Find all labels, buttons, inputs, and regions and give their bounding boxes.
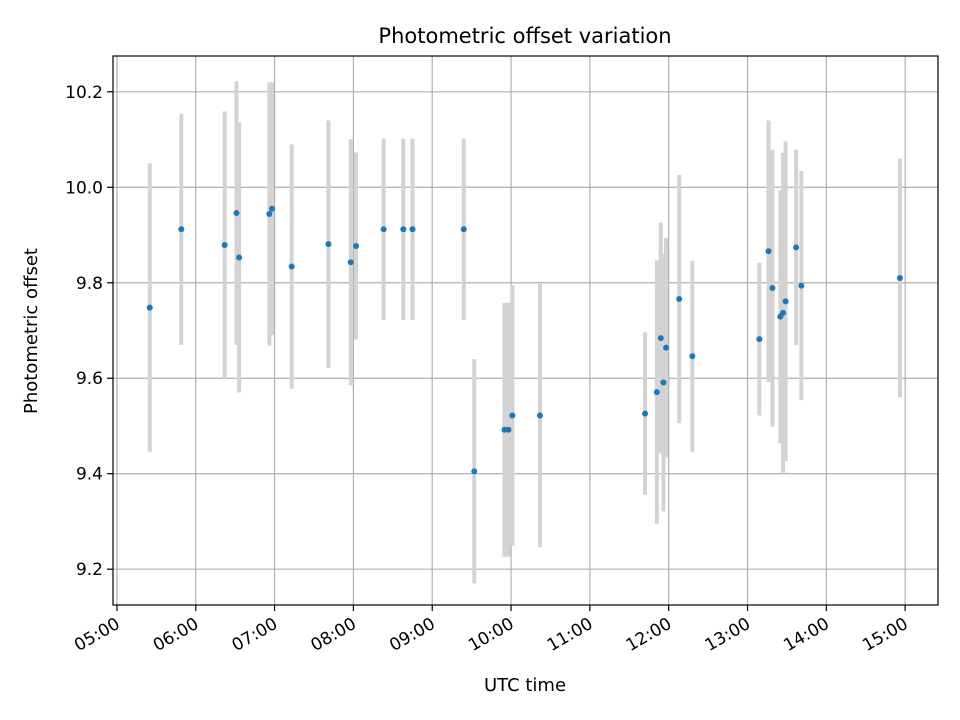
data-point xyxy=(380,226,387,233)
data-point xyxy=(509,412,516,419)
x-tick-label: 09:00 xyxy=(386,614,438,656)
data-point xyxy=(676,295,683,302)
y-tick-label: 9.4 xyxy=(76,465,103,485)
data-point xyxy=(642,410,649,417)
y-axis-label: Photometric offset xyxy=(21,248,42,414)
y-tick-label: 9.6 xyxy=(76,369,103,389)
x-tick-label: 07:00 xyxy=(229,614,281,656)
data-point xyxy=(233,210,240,217)
data-point xyxy=(288,263,295,270)
data-point xyxy=(798,282,805,289)
data-point xyxy=(353,243,360,250)
data-point xyxy=(663,344,670,351)
x-tick-label: 05:00 xyxy=(71,614,123,656)
plot-area-frame xyxy=(112,55,939,606)
data-point xyxy=(536,412,543,419)
y-tick-label: 10.0 xyxy=(65,178,103,198)
chart-title: Photometric offset variation xyxy=(378,24,671,48)
x-tick-label: 11:00 xyxy=(544,614,596,656)
x-axis-ticks: 05:00 06:00 07:00 08:00 09:00 10:00 11:00 12:00… xyxy=(71,605,912,656)
x-axis-label: UTC time xyxy=(484,675,566,696)
x-tick-label: 10:00 xyxy=(465,614,517,656)
data-point xyxy=(266,211,273,218)
data-point xyxy=(660,379,667,386)
x-tick-label: 12:00 xyxy=(623,614,675,656)
data-point xyxy=(779,309,786,316)
y-tick-label: 9.8 xyxy=(76,274,103,294)
x-tick-label: 06:00 xyxy=(150,614,202,656)
data-point xyxy=(146,304,153,311)
data-points xyxy=(146,205,903,475)
x-tick-label: 15:00 xyxy=(859,614,911,656)
data-point xyxy=(896,274,903,281)
x-tick-label: 13:00 xyxy=(702,614,754,656)
data-point xyxy=(178,226,185,233)
data-point xyxy=(460,226,467,233)
data-point xyxy=(657,335,664,342)
data-point xyxy=(782,298,789,305)
y-axis-ticks: 9.2 9.4 9.6 9.8 10.0 10.2 xyxy=(65,83,113,580)
data-point xyxy=(653,389,660,396)
data-point xyxy=(221,242,228,249)
data-point xyxy=(347,259,354,266)
x-tick-label: 14:00 xyxy=(780,614,832,656)
data-point xyxy=(409,226,416,233)
error-bars xyxy=(147,81,902,584)
data-point xyxy=(756,336,763,343)
data-point xyxy=(236,254,243,261)
data-point xyxy=(400,226,407,233)
x-tick-label: 08:00 xyxy=(307,614,359,656)
data-point xyxy=(769,285,776,292)
data-point xyxy=(793,244,800,251)
y-tick-label: 9.2 xyxy=(76,560,103,580)
data-point xyxy=(325,241,332,248)
y-tick-label: 10.2 xyxy=(65,83,103,103)
data-point xyxy=(471,468,478,475)
data-point xyxy=(765,248,772,255)
data-point xyxy=(689,353,696,360)
data-point xyxy=(268,205,275,212)
data-point xyxy=(505,426,512,433)
